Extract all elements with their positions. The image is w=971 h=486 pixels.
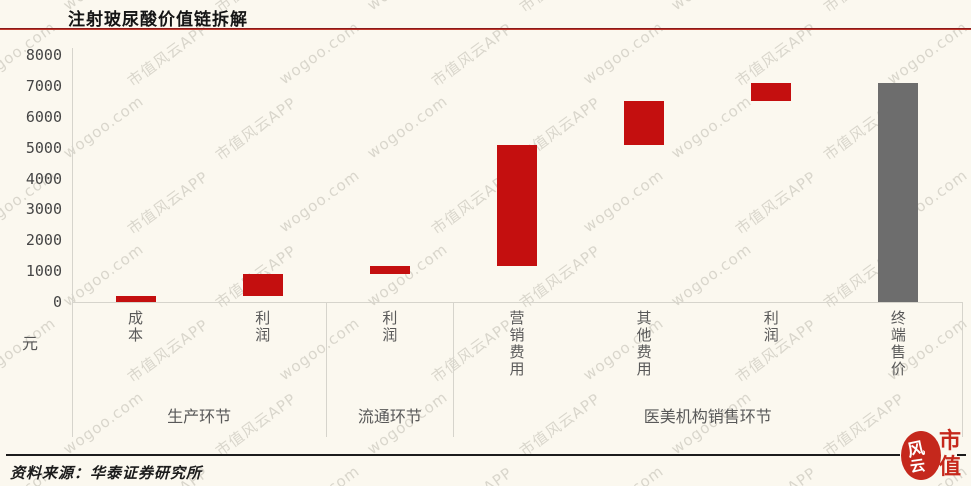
x-axis-category-label: 利润 [763, 309, 779, 344]
x-axis-group-label: 生产环节 [167, 407, 232, 426]
y-axis-unit-label: 元 [21, 334, 38, 353]
axis-group-divider [453, 302, 455, 437]
logo-char-yun: 云 [908, 456, 927, 476]
x-axis-line [72, 302, 962, 303]
waterfall-bar [369, 266, 410, 275]
y-axis-tick-label: 8000 [25, 46, 62, 64]
x-axis-category-label: 利润 [255, 309, 271, 344]
logo-char-zhi: 值 [938, 454, 961, 480]
axis-group-divider [962, 302, 963, 437]
x-axis-category-label: 营销费用 [509, 309, 525, 378]
waterfall-bar [751, 82, 792, 102]
axis-group-divider [326, 302, 328, 437]
title-underline [0, 28, 971, 30]
waterfall-bar [497, 144, 537, 267]
x-axis-group-label: 流通环节 [357, 407, 422, 426]
waterfall-bar [878, 82, 919, 302]
x-axis-category-label: 终端售价 [890, 309, 906, 378]
y-axis-tick-label: 7000 [25, 76, 62, 95]
y-axis-tick-label: 6000 [25, 107, 62, 126]
logo-side-text: 市 值 [937, 428, 963, 480]
y-axis-tick-label: 1000 [25, 262, 62, 281]
x-axis-category-label: 成本 [128, 309, 144, 344]
chart-title: 注射玻尿酸价值链拆解 [68, 10, 248, 30]
footer-divider-right [957, 454, 966, 456]
y-axis-tick-label: 4000 [25, 169, 62, 188]
x-axis-category-label: 其他费用 [636, 309, 652, 378]
logo-char-shi: 市 [938, 428, 961, 454]
y-axis-tick-label: 5000 [25, 138, 62, 157]
y-axis-tick-label: 0 [52, 293, 62, 311]
shizhifengyun-logo: 风 云 市 值 [899, 428, 965, 486]
waterfall-bar [624, 101, 665, 145]
y-axis-line [72, 48, 73, 437]
source-note: 资料来源：华泰证券研究所 [10, 466, 203, 482]
y-axis-tick-label: 2000 [25, 231, 62, 250]
x-axis-group-label: 医美机构销售环节 [643, 407, 772, 426]
footer-divider-left [6, 454, 900, 456]
y-axis-tick-label: 3000 [25, 200, 62, 219]
logo-seal-icon: 风 云 [901, 431, 941, 480]
x-axis-category-label: 利润 [382, 309, 398, 344]
waterfall-bar [242, 274, 283, 296]
waterfall-bar [115, 295, 156, 302]
